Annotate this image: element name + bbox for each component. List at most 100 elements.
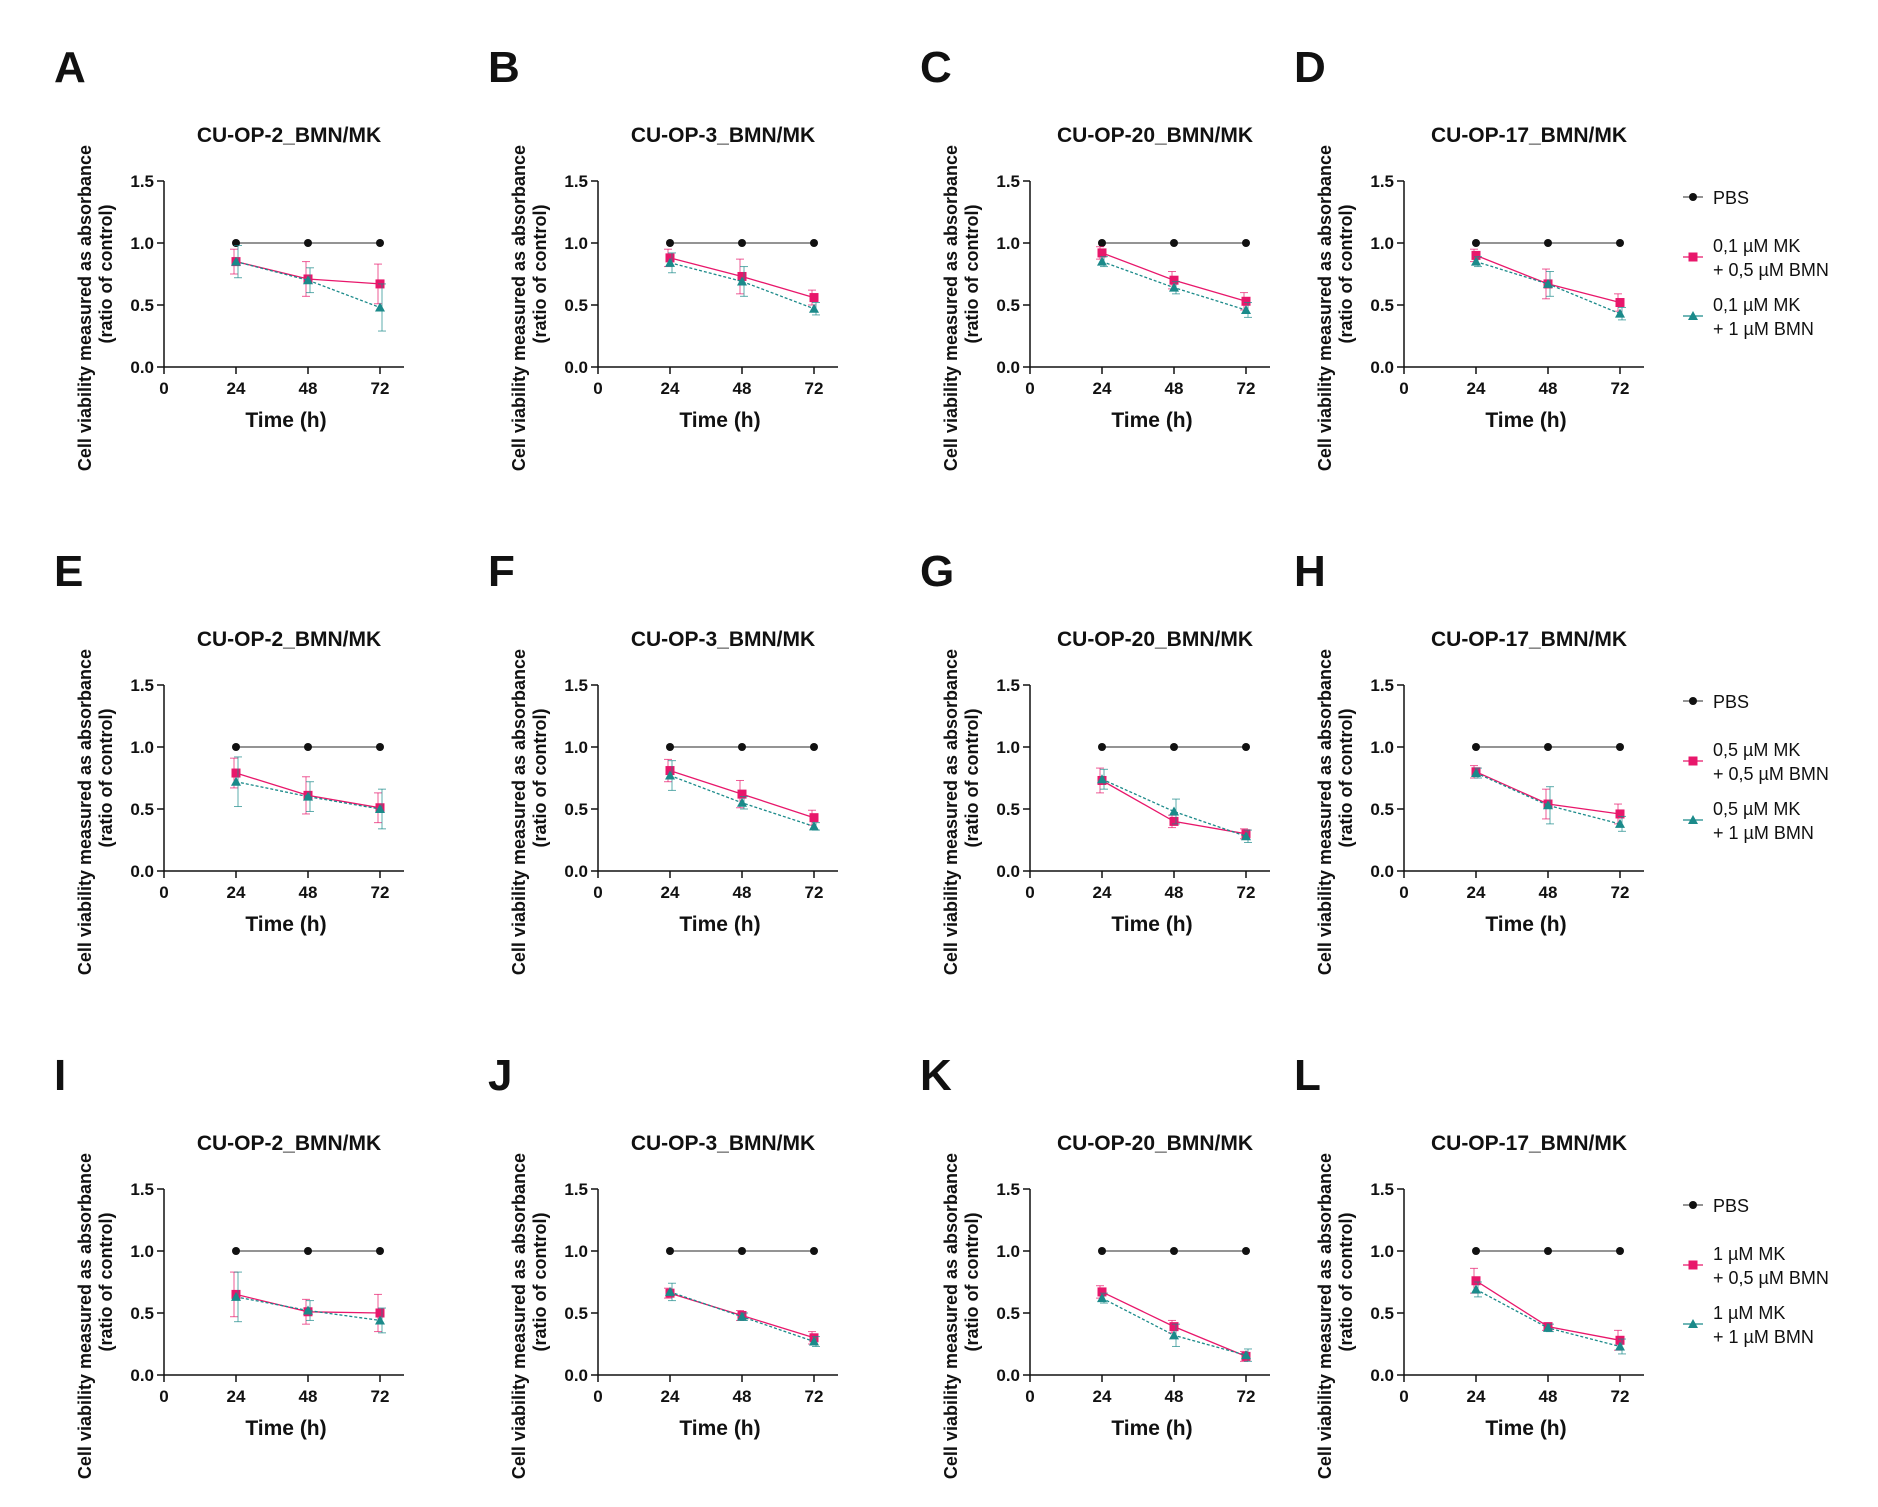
data-point (1170, 1247, 1178, 1255)
series-2 (231, 1271, 386, 1334)
x-tick-label: 48 (299, 883, 318, 902)
data-point (376, 1247, 384, 1255)
data-point (1169, 275, 1179, 285)
panel-g: G CU-OP-20_BMN/MK Cell viability measured … (920, 547, 1270, 975)
x-tick-label: 72 (1611, 1387, 1630, 1406)
y-tick-label: 1.5 (996, 172, 1020, 191)
y-axis-label-sub: (ratio of control) (1336, 1213, 1356, 1352)
x-tick-label: 72 (1611, 379, 1630, 398)
y-axis-label: Cell viability measured as absorbance (75, 1153, 95, 1479)
chart-title: CU-OP-17_BMN/MK (1431, 1132, 1627, 1155)
y-axis-label-sub: (ratio of control) (962, 709, 982, 848)
series-line (1475, 1288, 1621, 1348)
panel-k: K CU-OP-20_BMN/MK Cell viability measured … (920, 1051, 1270, 1479)
y-axis-label: Cell viability measured as absorbance (509, 145, 529, 471)
panel-letter: B (488, 43, 520, 92)
legend-square-icon (1688, 756, 1698, 766)
x-axis-label: Time (h) (245, 1417, 326, 1440)
series-1 (664, 758, 819, 826)
x-axis-label: Time (h) (1485, 409, 1566, 432)
data-point (1471, 768, 1481, 778)
legend-square-icon (1688, 252, 1698, 262)
x-axis-label: Time (h) (1111, 1417, 1192, 1440)
series-1 (230, 1271, 385, 1333)
data-point (1241, 304, 1251, 314)
x-tick-label: 72 (371, 883, 390, 902)
panel-letter: L (1294, 1051, 1321, 1100)
data-point (1544, 743, 1552, 751)
y-tick-label: 0.0 (1370, 358, 1394, 377)
legend-label: + 1 µM BMN (1713, 319, 1814, 339)
y-tick-label: 1.0 (1370, 1242, 1394, 1261)
data-point (303, 1305, 313, 1315)
data-point (303, 275, 313, 285)
y-axis-label: Cell viability measured as absorbance (1315, 1153, 1335, 1479)
data-point (737, 797, 747, 807)
legend-label: 0,5 µM MK (1713, 740, 1800, 760)
data-point (1544, 239, 1552, 247)
y-tick-label: 0.0 (1370, 1366, 1394, 1385)
x-tick-label: 0 (1399, 883, 1408, 902)
x-tick-label: 48 (299, 1387, 318, 1406)
y-axis-label: Cell viability measured as absorbance (941, 1153, 961, 1479)
series-2 (665, 760, 820, 831)
y-tick-label: 0.5 (996, 296, 1020, 315)
data-point (375, 1315, 385, 1325)
data-point (231, 768, 241, 778)
legend-label: PBS (1713, 188, 1749, 208)
series-2 (1471, 256, 1626, 321)
y-axis-label-sub: (ratio of control) (962, 1213, 982, 1352)
x-tick-label: 24 (661, 883, 680, 902)
x-axis-label: Time (h) (679, 409, 760, 432)
legend-row-1: PBS 0,1 µM MK + 0,5 µM BMN 0,1 µM MK + 1 µM … (1683, 188, 1829, 339)
data-point (1242, 239, 1250, 247)
data-point (809, 1336, 819, 1346)
x-axis-label: Time (h) (1485, 1417, 1566, 1440)
data-point (1169, 1330, 1179, 1340)
x-tick-label: 72 (805, 379, 824, 398)
data-point (1241, 296, 1251, 306)
data-point (666, 1247, 674, 1255)
data-point (1615, 298, 1625, 308)
series-line (1101, 778, 1247, 837)
y-tick-label: 0.0 (1370, 862, 1394, 881)
x-axis-label: Time (h) (679, 1417, 760, 1440)
chart-title: CU-OP-2_BMN/MK (197, 1132, 381, 1155)
series-2 (665, 252, 820, 316)
x-tick-label: 72 (805, 1387, 824, 1406)
y-tick-label: 1.5 (130, 676, 154, 695)
legend-row-2: PBS 0,5 µM MK + 0,5 µM BMN 0,5 µM MK + 1 µM … (1683, 692, 1829, 843)
legend-label: + 0,5 µM BMN (1713, 1268, 1829, 1288)
data-point (809, 293, 819, 303)
y-axis-label-sub: (ratio of control) (1336, 709, 1356, 848)
x-tick-label: 24 (1093, 883, 1112, 902)
x-tick-label: 48 (1165, 379, 1184, 398)
data-point (1242, 743, 1250, 751)
data-point (303, 791, 313, 801)
series-1 (1096, 246, 1251, 311)
data-point (809, 821, 819, 831)
series-2 (231, 244, 386, 332)
data-point (375, 1308, 385, 1318)
panel-letter: C (920, 43, 952, 92)
x-tick-label: 24 (227, 1387, 246, 1406)
data-point (231, 1291, 241, 1301)
series-1 (1470, 1267, 1625, 1351)
data-point (232, 743, 240, 751)
panel-b: B CU-OP-3_BMN/MK Cell viability measured a… (488, 43, 838, 471)
x-tick-label: 72 (371, 379, 390, 398)
series-1 (1470, 765, 1625, 825)
y-tick-label: 1.5 (996, 1180, 1020, 1199)
data-point (304, 1247, 312, 1255)
y-tick-label: 0.5 (1370, 800, 1394, 819)
chart-title: CU-OP-2_BMN/MK (197, 124, 381, 147)
series-line (235, 1296, 381, 1322)
chart-title: CU-OP-20_BMN/MK (1057, 124, 1253, 147)
chart-title: CU-OP-20_BMN/MK (1057, 628, 1253, 651)
data-point (737, 276, 747, 286)
x-tick-label: 48 (1165, 1387, 1184, 1406)
x-tick-label: 72 (1611, 883, 1630, 902)
data-point (737, 789, 747, 799)
panel-f: F CU-OP-3_BMN/MK Cell viability measured a… (488, 547, 838, 975)
legend-circle-icon (1689, 697, 1697, 705)
